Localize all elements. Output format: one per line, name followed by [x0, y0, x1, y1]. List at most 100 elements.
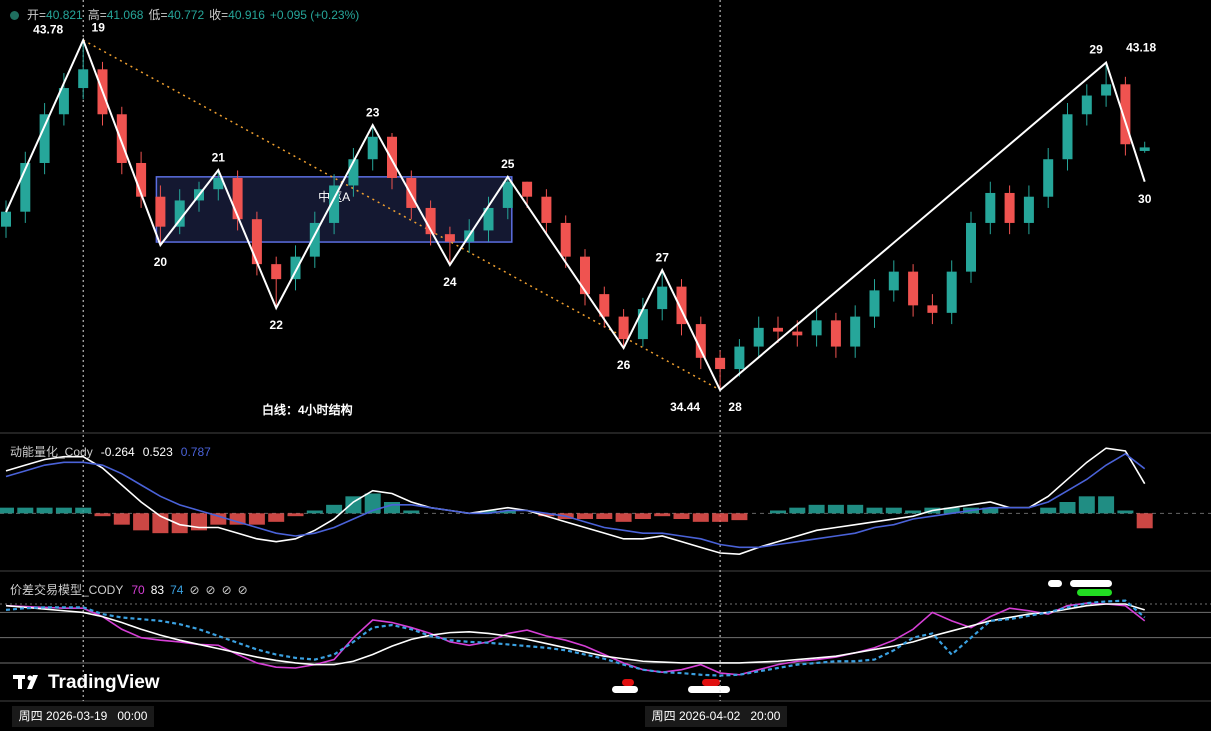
legend-title: 动能量化_Cody — [10, 445, 93, 459]
histogram-bar — [789, 507, 806, 514]
signal-dot — [622, 679, 634, 686]
logo-icon — [13, 675, 38, 689]
histogram-bar — [268, 513, 285, 522]
indicator-line — [5, 447, 1146, 555]
ohlc-value: 41.068 — [106, 8, 144, 22]
histogram-bar — [827, 504, 844, 514]
histogram-bar — [171, 513, 188, 534]
histogram-bar — [943, 507, 960, 514]
histogram-bar — [345, 496, 362, 514]
candle-body — [676, 286, 687, 325]
point-label: 24 — [443, 275, 457, 289]
legend: 动能量化_Cody -0.264 0.523 0.787 — [10, 443, 219, 460]
candle-body — [271, 264, 282, 280]
time-label-box — [645, 706, 787, 727]
legend-value: 74 — [170, 583, 184, 597]
histogram-bar — [538, 513, 555, 517]
candle-body — [78, 69, 89, 89]
ohlc-value: 40.916 — [228, 8, 265, 22]
time-label: 周四 2026-04-02 20:00 — [652, 709, 781, 723]
histogram-bar — [55, 507, 72, 514]
candle-body — [908, 271, 919, 306]
signal-pill — [688, 686, 730, 693]
candle-body — [329, 185, 340, 223]
point-label: 26 — [617, 358, 631, 372]
status-dot — [10, 11, 19, 20]
trendline — [82, 39, 721, 391]
histogram-bar — [191, 513, 207, 531]
histogram-bar — [94, 513, 111, 517]
candle-body — [734, 346, 745, 370]
change: +0.095 (+0.23%) — [269, 8, 360, 22]
price-label: 43.78 — [33, 22, 63, 36]
ohlc-label: 高= — [87, 8, 107, 22]
candle-body — [425, 207, 436, 235]
candle-body — [1101, 84, 1112, 96]
candle-body — [966, 222, 976, 272]
candle-body — [1139, 147, 1150, 151]
candle-body — [946, 271, 957, 313]
candle-body — [927, 305, 938, 313]
histogram-bar — [384, 502, 400, 514]
candle-body — [753, 327, 764, 347]
histogram-bar — [0, 507, 14, 514]
histogram-bar — [113, 513, 130, 525]
point-label: 21 — [212, 150, 226, 164]
candle-body — [367, 136, 378, 160]
histogram-bar — [36, 507, 53, 514]
candle-body — [1, 211, 11, 227]
candle-body — [58, 88, 69, 115]
point-label: 19 — [92, 20, 106, 34]
legend: 价差交易模型_CODY 70 83 74 ⊘ ⊘ ⊘ ⊘ — [10, 581, 254, 598]
histogram-bar — [808, 504, 825, 514]
histogram-bar — [885, 507, 902, 514]
histogram-bar — [1117, 510, 1134, 514]
signal-pill — [1048, 580, 1062, 587]
candle-body — [869, 290, 880, 317]
legend-symbol: ⊘ — [189, 583, 200, 597]
candle-body — [599, 294, 610, 317]
histogram-bar — [654, 513, 671, 517]
histogram-bar — [596, 513, 613, 519]
histogram-bar — [133, 513, 150, 531]
histogram-bar — [1098, 496, 1115, 514]
candle-body — [715, 357, 726, 370]
legend-value: 70 — [131, 583, 145, 597]
candle-body — [1062, 114, 1073, 160]
candle-body — [290, 256, 301, 280]
signal-pill — [1070, 580, 1112, 587]
ohlc-label: 收= — [209, 8, 229, 22]
histogram-bar — [403, 510, 420, 514]
candle-body — [502, 181, 513, 208]
candle-body — [444, 234, 455, 242]
candle-body — [1004, 192, 1015, 223]
candle-body — [39, 114, 50, 163]
candle-body — [251, 219, 262, 265]
legend-symbol: ⊘ — [237, 583, 248, 597]
candle-body — [695, 324, 706, 358]
indicator-line — [5, 452, 1146, 549]
candle-body — [1043, 159, 1054, 197]
histogram-bar — [210, 513, 227, 525]
histogram-bar — [75, 507, 92, 514]
histogram-bar — [634, 513, 651, 519]
histogram-bar — [847, 504, 864, 514]
point-label: 27 — [656, 250, 670, 264]
histogram-bar — [905, 510, 922, 514]
histogram-bar — [731, 513, 748, 521]
histogram-bar — [229, 513, 246, 525]
candle-body — [309, 222, 320, 257]
candle-body — [811, 320, 822, 336]
candle-body — [136, 162, 147, 197]
candle-body — [637, 309, 648, 340]
logo-shape — [27, 675, 38, 689]
candle-body — [155, 196, 166, 227]
histogram-bar — [364, 493, 381, 514]
candle-body — [888, 271, 899, 291]
point-label: 30 — [1138, 192, 1152, 206]
histogram-bar — [326, 504, 343, 514]
histogram-bar — [692, 513, 709, 522]
candle-body — [174, 200, 185, 227]
candle-body — [232, 177, 243, 220]
